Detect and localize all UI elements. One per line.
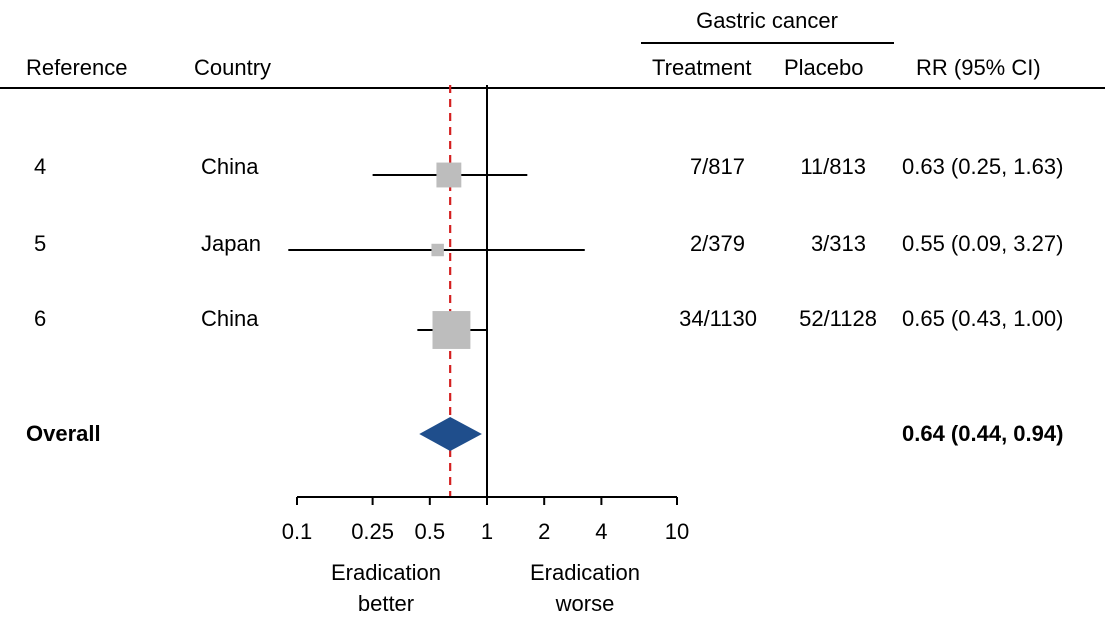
eradication-worse-label-line1: Eradication [529, 560, 641, 585]
row-1-rr: 0.63 (0.25, 1.63) [902, 154, 1064, 179]
row-2-treatment: 2/379 [689, 231, 745, 256]
eradication-better-label-line2: better [357, 591, 415, 616]
col-treatment-header: Treatment [652, 55, 752, 80]
col-rr-header: RR (95% CI) [916, 55, 1041, 80]
header-underline [0, 87, 1105, 89]
row-1-treatment: 7/817 [689, 154, 745, 179]
row-2-rr: 0.55 (0.09, 3.27) [902, 231, 1064, 256]
row-3-reference: 6 [34, 306, 47, 331]
x-tick-label-1: 0.1 [282, 519, 313, 544]
x-tick-label-5: 2 [538, 519, 550, 544]
group-title: Gastric cancer [696, 8, 838, 33]
group-title-underline [641, 42, 894, 44]
row-3-placebo: 52/1128 [799, 306, 877, 331]
row-2-country: Japan [201, 231, 261, 256]
col-placebo-header: Placebo [784, 55, 864, 80]
col-country-header: Country [194, 55, 272, 80]
study-3-marker [432, 311, 471, 349]
eradication-better-label-line1: Eradication [330, 560, 442, 585]
x-tick-label-3: 0.5 [415, 519, 446, 544]
overall-rr: 0.64 (0.44, 0.94) [902, 421, 1064, 446]
row-3-rr: 0.65 (0.43, 1.00) [902, 306, 1064, 331]
row-1-placebo: 11/813 [800, 154, 866, 179]
overall-label: Overall [26, 421, 101, 446]
study-2-marker [431, 243, 444, 257]
row-2-placebo: 3/313 [810, 231, 866, 256]
eradication-worse-label-line2: worse [555, 591, 615, 616]
x-tick-label-7: 10 [665, 519, 689, 544]
row-2-reference: 5 [34, 231, 47, 256]
study-1-marker [436, 162, 462, 188]
col-reference-header: Reference [26, 55, 128, 80]
row-1-country: China [201, 154, 259, 179]
row-1-reference: 4 [34, 154, 47, 179]
x-tick-label-6: 4 [595, 519, 607, 544]
row-3-treatment: 34/1130 [679, 306, 757, 331]
x-tick-label-2: 0.25 [351, 519, 394, 544]
overall-diamond [419, 417, 482, 451]
x-tick-label-4: 1 [481, 519, 493, 544]
row-3-country: China [201, 306, 259, 331]
